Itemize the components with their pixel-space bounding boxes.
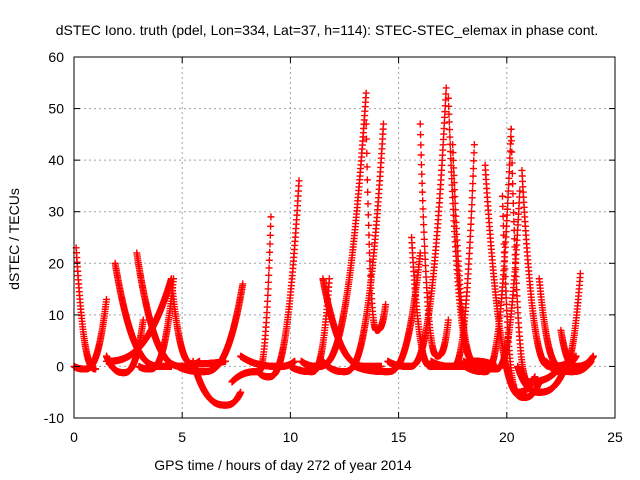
data-point (92, 365, 100, 373)
data-points (70, 84, 597, 409)
data-point (139, 316, 147, 324)
series-arc (102, 316, 147, 377)
data-point (102, 295, 110, 303)
series-arc (70, 295, 110, 373)
